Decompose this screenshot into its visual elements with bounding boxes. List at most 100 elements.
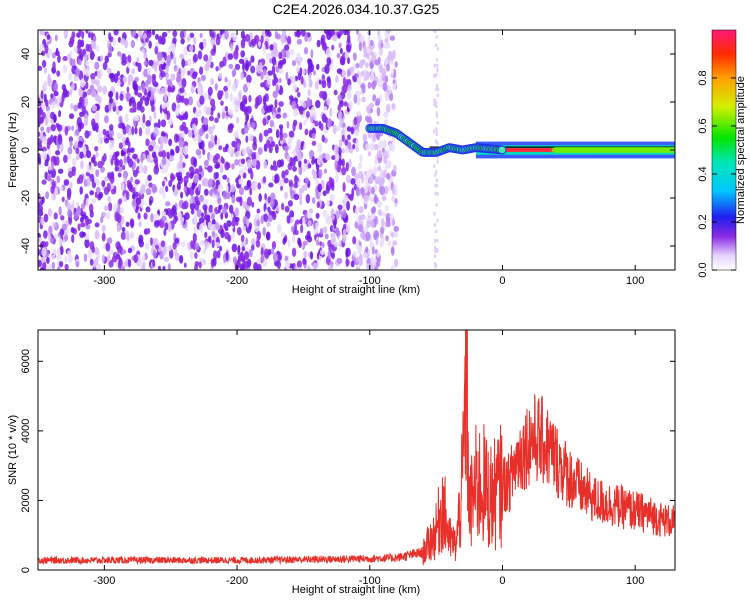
noise-blob: [53, 90, 59, 97]
noise-blob: [234, 216, 240, 223]
noise-blob: [332, 34, 338, 42]
noise-blob: [90, 32, 94, 41]
noise-blob: [89, 258, 94, 266]
noise-blob: [140, 106, 145, 113]
noise-blob: [350, 126, 355, 135]
noise-blob: [144, 178, 149, 188]
noise-blob: [307, 219, 312, 227]
noise-blob: [52, 61, 56, 72]
noise-blob: [284, 260, 291, 269]
noise-blob: [73, 211, 79, 220]
noise-blob: [39, 30, 45, 36]
snr-x-tick-label: -300: [93, 575, 115, 587]
noise-blob: [280, 232, 286, 238]
noise-blob: [378, 140, 383, 150]
noise-blob: [144, 37, 150, 43]
noise-blob: [67, 208, 73, 218]
noise-blob: [89, 210, 94, 218]
noise-blob: [186, 35, 191, 42]
noise-blob: [392, 240, 398, 246]
noise-blob: [339, 47, 343, 55]
noise-blob: [342, 84, 348, 94]
noise-blob: [220, 229, 225, 239]
noise-blob: [169, 87, 175, 93]
noise-blob: [391, 68, 394, 76]
noise-blob: [101, 180, 106, 187]
noise-blob: [75, 128, 80, 136]
noise-blob: [126, 191, 130, 201]
noise-blob: [432, 129, 436, 134]
noise-blob: [296, 148, 301, 159]
noise-blob: [203, 188, 209, 196]
noise-blob: [321, 113, 327, 123]
noise-blob: [222, 174, 228, 180]
noise-blob: [127, 247, 133, 254]
noise-blob: [153, 165, 160, 175]
noise-blob: [62, 64, 68, 73]
noise-blob: [356, 110, 362, 117]
noise-blob: [240, 158, 246, 165]
noise-blob: [267, 31, 272, 38]
noise-blob: [199, 223, 204, 233]
noise-blob: [289, 156, 293, 167]
noise-blob: [307, 163, 312, 169]
noise-blob: [58, 110, 62, 118]
noise-blob: [85, 198, 89, 208]
noise-blob: [387, 240, 391, 247]
noise-blob: [95, 169, 100, 177]
noise-blob: [242, 201, 247, 209]
noise-blob: [214, 222, 221, 231]
noise-blob: [246, 196, 253, 207]
noise-blob: [210, 134, 215, 144]
noise-blob: [50, 93, 54, 99]
noise-blob: [86, 177, 91, 187]
noise-blob: [357, 224, 364, 233]
noise-blob: [142, 165, 148, 174]
noise-blob: [85, 81, 89, 90]
snr-y-tick-label: 4000: [20, 419, 32, 443]
noise-blob: [125, 136, 130, 144]
noise-blob: [102, 128, 107, 136]
noise-blob: [78, 174, 84, 184]
noise-blob: [53, 212, 58, 220]
noise-blob: [375, 261, 381, 268]
noise-blob: [130, 30, 137, 38]
noise-blob: [373, 232, 378, 241]
noise-blob: [167, 30, 171, 34]
noise-blob: [294, 219, 301, 225]
noise-blob: [282, 112, 287, 119]
noise-blob: [350, 178, 356, 185]
noise-blob: [281, 170, 286, 179]
noise-blob: [303, 119, 307, 126]
noise-blob: [298, 159, 302, 168]
noise-blob: [316, 239, 320, 246]
noise-blob: [104, 176, 109, 182]
noise-blob: [306, 230, 311, 239]
noise-blob: [251, 244, 255, 251]
noise-blob: [349, 66, 355, 73]
noise-blob: [293, 222, 298, 233]
noise-blob: [308, 82, 313, 88]
noise-blob: [308, 99, 312, 107]
noise-blob: [166, 246, 170, 252]
noise-blob: [269, 192, 276, 202]
noise-blob: [56, 248, 61, 257]
noise-blob: [391, 217, 395, 227]
noise-blob: [84, 68, 90, 77]
noise-blob: [51, 180, 56, 190]
noise-blob: [435, 128, 438, 133]
noise-blob: [77, 223, 81, 232]
noise-blob: [46, 34, 51, 40]
spectrogram-y-ticks: -40 -20 0 20 40: [20, 48, 675, 254]
noise-blob: [372, 80, 377, 88]
noise-blob: [180, 191, 184, 199]
noise-blob: [168, 180, 173, 188]
noise-blob: [94, 79, 100, 87]
noise-blob: [69, 88, 73, 96]
noise-blob: [385, 235, 389, 242]
noise-blob: [148, 59, 154, 67]
noise-blob: [286, 120, 290, 129]
noise-blob: [287, 137, 293, 145]
noise-blob: [178, 255, 184, 264]
